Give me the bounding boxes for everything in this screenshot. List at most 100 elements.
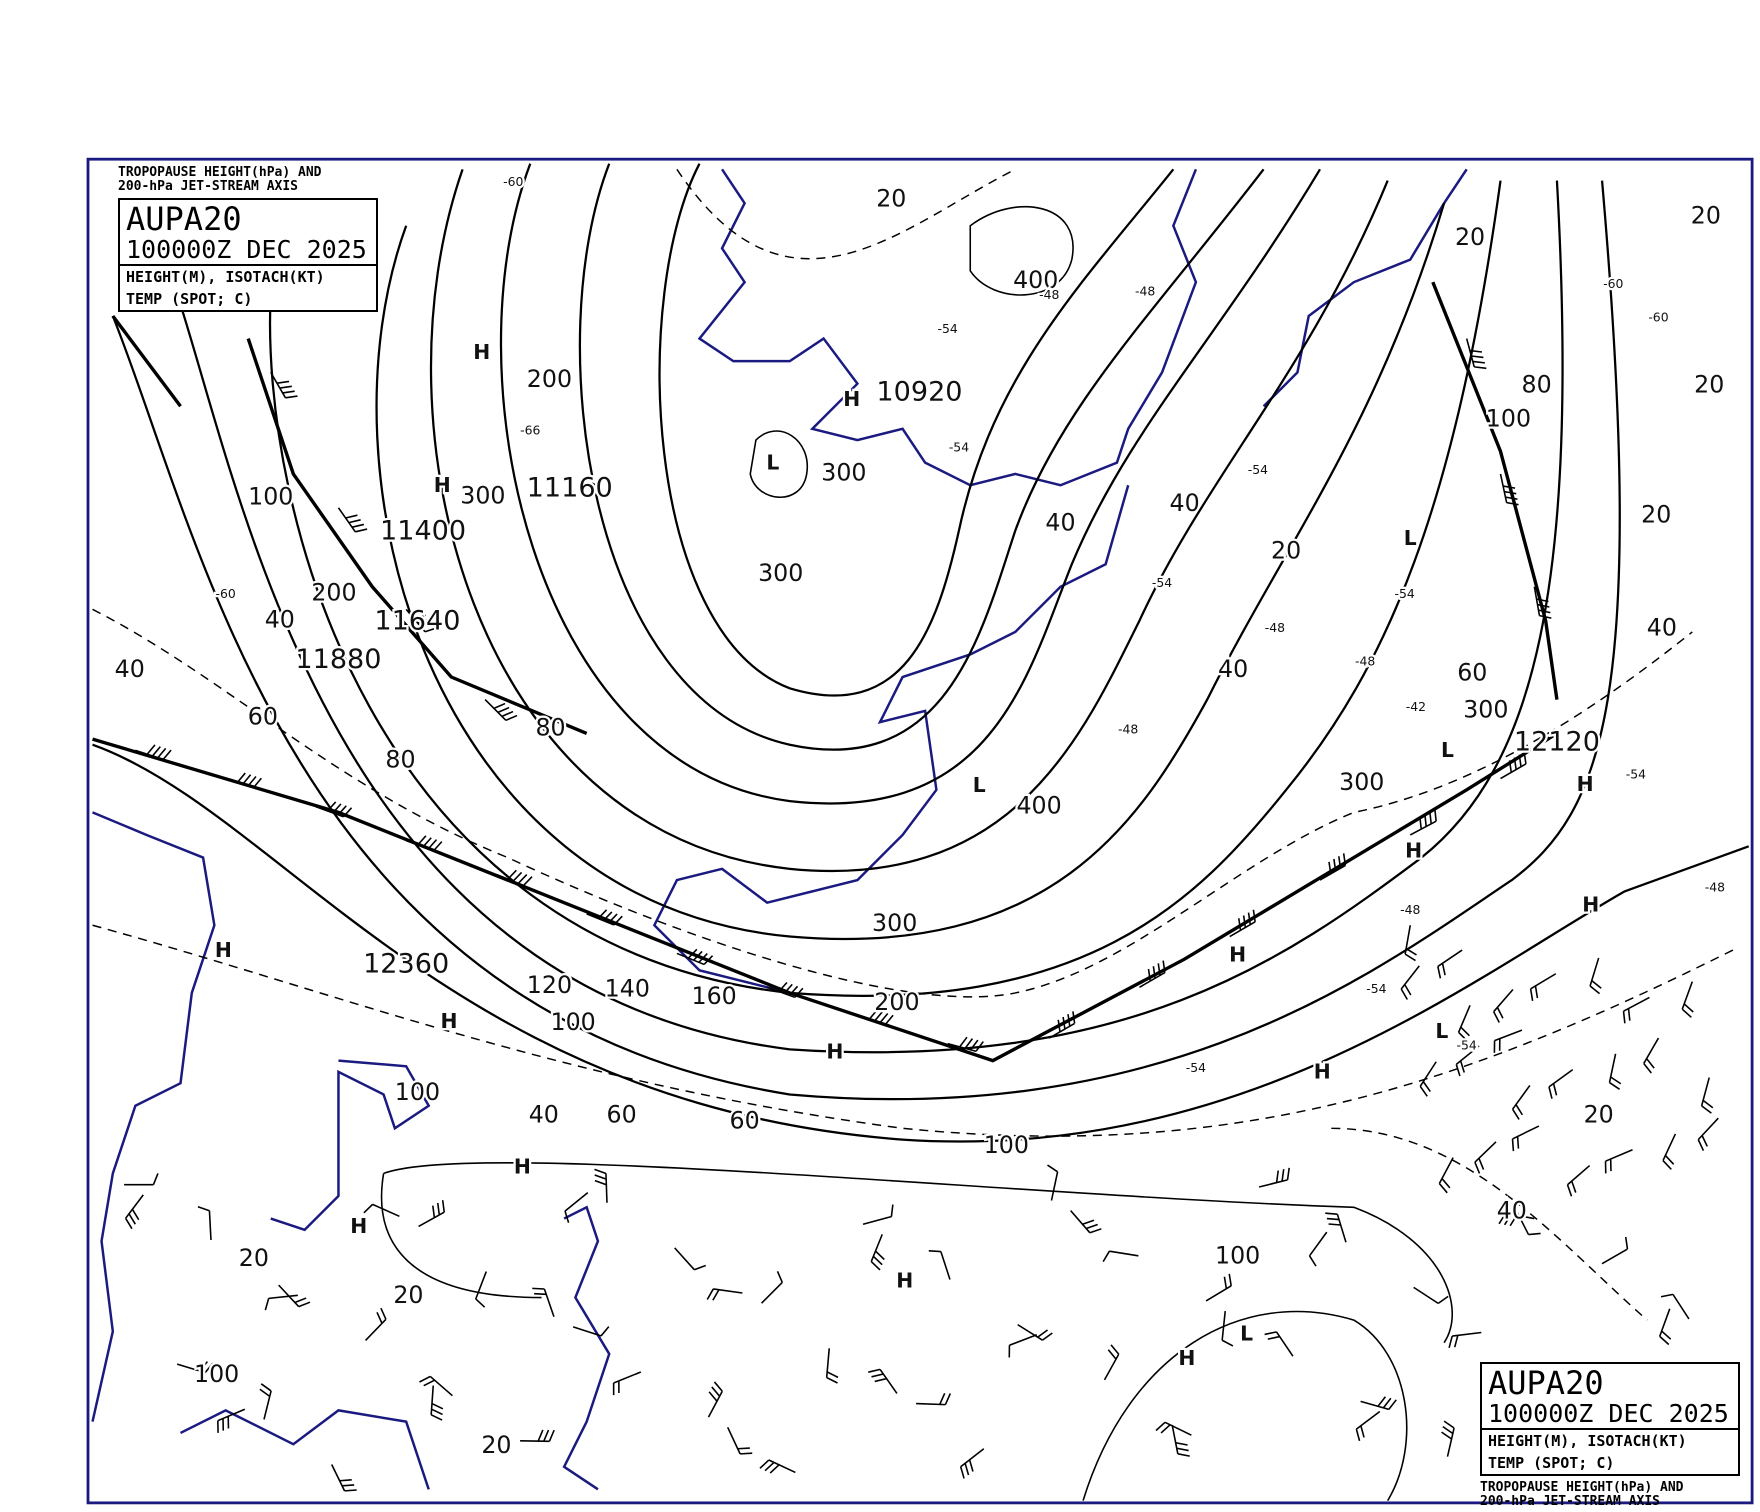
isotach-label: 20	[393, 1281, 423, 1309]
wind-barb	[264, 1294, 298, 1311]
wind-barb	[1355, 1410, 1381, 1442]
fields-line1: HEIGHT(M), ISOTACH(KT)	[1488, 1432, 1687, 1450]
caption-line2: 200-hPa JET-STREAM AXIS	[118, 179, 299, 194]
wind-barb	[1258, 1167, 1290, 1188]
high-pressure-marker: H	[473, 340, 490, 364]
wind-barb	[124, 1173, 159, 1186]
wind-barb	[418, 1200, 446, 1228]
height-contour	[179, 180, 1564, 1054]
wind-barb-jet	[1409, 809, 1437, 836]
isotach-label: 40	[1218, 655, 1248, 683]
valid-time: 100000Z DEC 2025	[1482, 1400, 1738, 1430]
wind-barb	[1511, 1125, 1540, 1152]
isotach-label: 60	[248, 702, 278, 730]
wind-barb	[1404, 925, 1417, 962]
isotach-label: 20	[1691, 201, 1721, 229]
isotherm-contour	[1331, 1127, 1648, 1321]
wind-barb-jet	[337, 507, 368, 533]
isotach-label: 200	[311, 578, 356, 606]
height-contours	[92, 163, 1750, 1502]
height-label: 11400	[380, 515, 466, 546]
isotach-label: 20	[1271, 537, 1301, 565]
height-label: 12120	[1514, 726, 1600, 757]
isotach-label: 160	[692, 982, 737, 1010]
wind-barb	[1047, 1164, 1059, 1201]
isotach-label: 60	[1457, 658, 1487, 686]
low-pressure-marker: L	[1404, 526, 1417, 550]
height-label: 11880	[295, 644, 381, 675]
caption-top-left: TROPOPAUSE HEIGHT(hPa) AND 200-hPa JET-S…	[118, 166, 322, 194]
wind-barb	[1658, 1308, 1672, 1346]
high-pressure-marker: H	[215, 938, 232, 962]
high-pressure-marker: H	[514, 1154, 531, 1178]
wind-barb	[330, 1464, 357, 1492]
wind-barb	[1070, 1210, 1102, 1234]
wind-barb-jet	[405, 835, 443, 852]
wind-barb	[707, 1381, 723, 1418]
temperature-spot-label: -54	[1248, 462, 1268, 477]
wind-barb	[1474, 1141, 1497, 1174]
low-pressure-marker: L	[1441, 738, 1454, 762]
temperature-spot-label: -48	[1355, 654, 1375, 669]
wind-barb	[1017, 1323, 1053, 1341]
wind-barb	[868, 1368, 898, 1394]
wind-barb	[928, 1249, 951, 1280]
wind-barbs	[124, 338, 1719, 1492]
high-pressure-marker: H	[1577, 772, 1594, 796]
wind-barb	[825, 1348, 839, 1384]
temperature-spot-label: -48	[1039, 287, 1059, 302]
wind-barb	[1660, 1293, 1690, 1320]
isotach-contour	[1082, 1310, 1408, 1502]
isotach-contour	[749, 430, 809, 499]
wind-barb	[674, 1247, 706, 1271]
isotach-label: 120	[527, 971, 572, 999]
wind-barb	[1264, 1331, 1294, 1357]
wind-barb	[1448, 1331, 1482, 1349]
high-pressure-marker: H	[1229, 942, 1246, 966]
temperature-spot-label: -54	[949, 439, 969, 454]
wind-barb	[1413, 1286, 1449, 1305]
isotach-label: 100	[395, 1078, 440, 1106]
wind-barb	[1419, 1061, 1437, 1097]
wind-barb	[1643, 1037, 1660, 1074]
temperature-spot-label: -54	[1366, 981, 1386, 996]
wind-barb	[1103, 1344, 1120, 1381]
isotach-label: 80	[385, 745, 415, 773]
wind-barb-jet	[270, 372, 298, 399]
wind-barb	[1662, 1133, 1677, 1170]
isotach-label: 100	[194, 1360, 239, 1388]
wind-barb	[1589, 957, 1602, 995]
wind-barb	[572, 1326, 610, 1337]
wind-barb	[1604, 1149, 1633, 1174]
wind-barb-jet	[1319, 853, 1347, 881]
wind-barb	[1498, 1212, 1535, 1227]
high-pressure-marker: H	[826, 1039, 843, 1063]
height-contour	[92, 743, 1750, 1143]
wind-barb	[124, 1194, 144, 1230]
fields-line2: TEMP (SPOT; C)	[1488, 1454, 1615, 1472]
wind-barb	[760, 1270, 784, 1304]
temperature-spot-label: -60	[216, 586, 236, 601]
wind-barb	[363, 1203, 400, 1218]
low-pressure-marker: L	[1435, 1019, 1448, 1043]
height-contour	[499, 163, 1321, 805]
wind-barb-jet	[857, 1009, 894, 1026]
high-pressure-marker: H	[843, 387, 860, 411]
isotach-label: 100	[984, 1131, 1029, 1159]
wind-barb	[1697, 1117, 1719, 1151]
wind-barb-jet	[947, 1036, 984, 1053]
wind-barb	[759, 1459, 796, 1474]
isotach-label: 20	[239, 1244, 269, 1272]
coastline-peninsula	[270, 1059, 431, 1232]
isotherm-contour	[676, 168, 1016, 260]
temperature-spot-label: -60	[1603, 276, 1623, 291]
isotach-label: 300	[758, 559, 803, 587]
high-pressure-marker: H	[896, 1268, 913, 1292]
high-pressure-marker: H	[441, 1009, 458, 1033]
wind-barb	[1325, 1212, 1347, 1243]
wind-barb	[959, 1448, 985, 1479]
wind-barb	[870, 1234, 885, 1271]
wind-barb	[1438, 1157, 1454, 1194]
wind-barb	[475, 1271, 487, 1308]
